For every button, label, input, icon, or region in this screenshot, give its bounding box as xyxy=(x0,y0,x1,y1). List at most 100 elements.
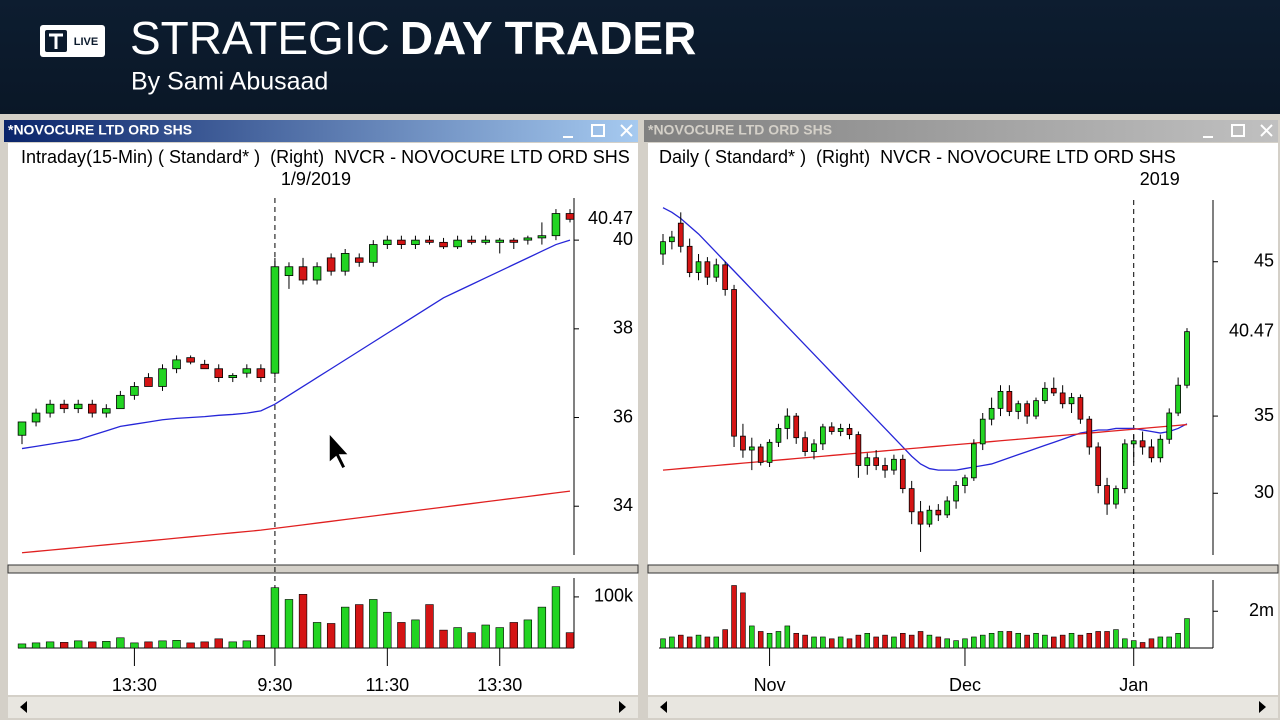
logo-t xyxy=(49,33,63,49)
candle-body xyxy=(722,264,729,290)
candle-body xyxy=(1095,446,1102,486)
candle-body xyxy=(228,374,238,379)
maximize-button[interactable] xyxy=(591,124,605,137)
candle-body xyxy=(1139,440,1146,448)
candle-body xyxy=(481,239,490,243)
candle-body xyxy=(144,377,153,387)
y-tick-label: 30 xyxy=(1254,482,1274,502)
candle-body xyxy=(425,239,434,243)
volume-bar xyxy=(509,622,518,649)
volume-bar xyxy=(864,632,871,649)
candle-body xyxy=(740,435,746,451)
candle-body xyxy=(1006,390,1013,412)
volume-bar xyxy=(793,632,799,649)
volume-bar xyxy=(997,631,1004,649)
candle-body xyxy=(411,239,420,245)
close-button[interactable] xyxy=(1260,124,1273,137)
y-tick-label: 38 xyxy=(613,318,633,338)
volume-bar xyxy=(855,634,862,649)
candle-body xyxy=(891,458,897,471)
volume-bar xyxy=(312,622,322,649)
logo-text: LIVE xyxy=(74,36,98,48)
candle-body xyxy=(551,213,561,237)
volume-bar xyxy=(1086,632,1093,649)
candle-body xyxy=(899,458,906,490)
candle-body xyxy=(882,465,888,471)
scrollbar[interactable] xyxy=(648,697,1278,718)
volume-bar xyxy=(1059,634,1066,649)
volume-bar xyxy=(326,623,336,649)
volume-bar xyxy=(242,640,251,649)
volume-bar xyxy=(882,634,888,649)
candle-body xyxy=(908,488,915,513)
volume-bar xyxy=(713,636,720,649)
volume-bar xyxy=(439,629,448,649)
volume-bar xyxy=(74,640,83,649)
volume-bar xyxy=(397,622,406,649)
candle-body xyxy=(298,266,308,281)
volume-bar xyxy=(45,641,55,649)
candle-body xyxy=(537,235,547,239)
y-tick-label: 40 xyxy=(613,229,633,249)
moving-average xyxy=(21,490,571,554)
pane-divider[interactable] xyxy=(647,564,1279,574)
candle-body xyxy=(312,266,322,281)
volume-bar xyxy=(722,629,728,649)
x-tick-label: 13:30 xyxy=(477,675,522,695)
close-button[interactable] xyxy=(620,124,633,137)
volume-bar xyxy=(298,594,308,649)
volume-bar xyxy=(1113,629,1119,649)
candle-body xyxy=(811,443,817,452)
volume-bar xyxy=(1095,631,1101,649)
volume-bar xyxy=(873,636,879,649)
volume-bar xyxy=(1024,634,1030,649)
maximize-button[interactable] xyxy=(1231,124,1245,137)
volume-bar xyxy=(979,634,986,649)
x-tick-label: Dec xyxy=(949,675,981,695)
volume-bar xyxy=(144,641,153,649)
volume-bar xyxy=(1184,618,1190,649)
volume-bar xyxy=(214,638,223,649)
header-bg xyxy=(0,0,1280,114)
volume-bar xyxy=(908,634,915,649)
candle-body xyxy=(242,368,252,374)
volume-bar xyxy=(186,642,195,649)
candle-body xyxy=(686,245,693,273)
volume-bar xyxy=(88,641,97,649)
volume-bar xyxy=(1077,634,1084,649)
volume-bar xyxy=(891,636,897,649)
volume-bar xyxy=(669,636,675,649)
volume-bar xyxy=(1042,634,1048,649)
title-bar[interactable] xyxy=(644,120,1278,142)
candle-body xyxy=(802,437,808,452)
volume-bar xyxy=(1175,632,1181,649)
pane-divider[interactable] xyxy=(7,564,639,574)
scrollbar[interactable] xyxy=(8,697,638,718)
y-tick-label: 35 xyxy=(1254,405,1274,425)
volume-bar xyxy=(59,642,69,649)
volume-bar xyxy=(256,634,266,649)
candle-body xyxy=(971,443,977,479)
candle-body xyxy=(87,403,97,414)
candle-body xyxy=(495,239,505,243)
volume-bar xyxy=(757,631,764,649)
candle-body xyxy=(1068,397,1075,405)
title-bar[interactable] xyxy=(4,120,638,142)
volume-bar xyxy=(1104,631,1110,649)
volume-bar xyxy=(695,634,702,649)
candle-body xyxy=(766,441,773,463)
candle-body xyxy=(1175,384,1181,414)
chart-info: Daily ( Standard* ) (Right) NVCR - NOVOC… xyxy=(659,147,1176,167)
candle-body xyxy=(130,386,139,396)
volume-bar xyxy=(481,624,490,649)
window-title: *NOVOCURE LTD ORD SHS xyxy=(8,122,192,138)
candle-body xyxy=(1086,418,1093,448)
candle-body xyxy=(953,485,959,502)
candle-body xyxy=(31,412,41,423)
volume-tick-label: 2m xyxy=(1249,600,1274,620)
volume-bar xyxy=(1006,631,1013,649)
last-price-label: 40.47 xyxy=(588,208,633,228)
candle-body xyxy=(820,426,826,445)
candle-body xyxy=(864,457,871,466)
